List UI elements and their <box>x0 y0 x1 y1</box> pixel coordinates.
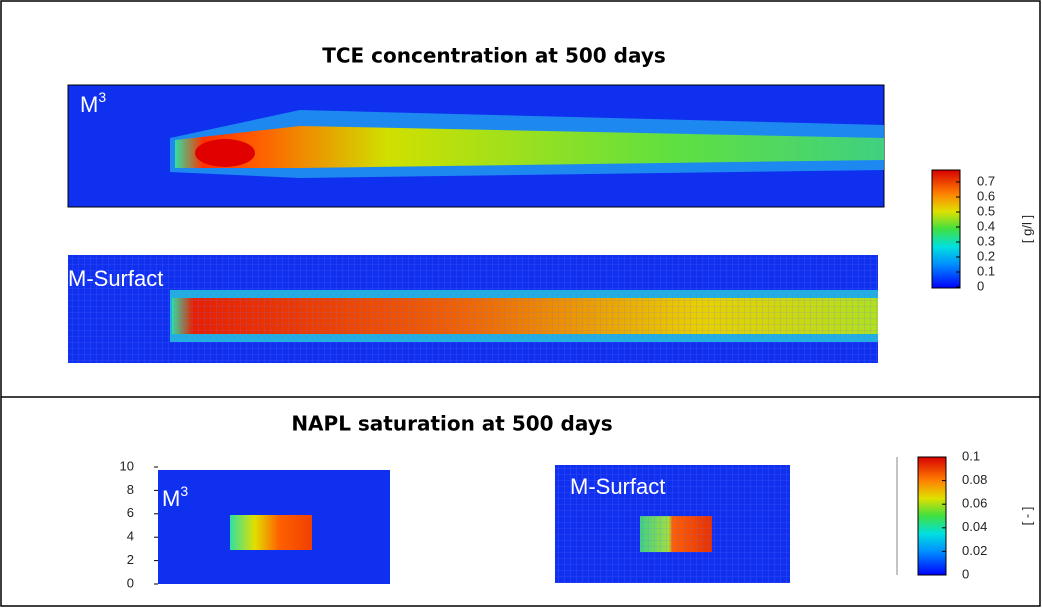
plume-core <box>195 139 255 167</box>
tick-label: 0.4 <box>977 218 995 233</box>
tick-label: 10 <box>120 458 134 473</box>
tick-label: 4 <box>127 529 134 544</box>
tick-label: 0 <box>127 575 134 590</box>
mesh <box>555 465 790 583</box>
tick-label: 0.3 <box>977 233 995 248</box>
tick-label: 0.1 <box>977 263 995 278</box>
tick-label: 0.7 <box>977 173 995 188</box>
tick-label: 0.06 <box>962 496 987 511</box>
tick-label: 0.02 <box>962 543 987 558</box>
tick-label: 0.2 <box>977 248 995 263</box>
mesh <box>68 255 878 363</box>
colorbar-unit: [ - ] <box>1019 507 1034 526</box>
tick-label: 8 <box>127 482 134 497</box>
plot-label: M-Surfact <box>570 474 665 499</box>
tick-label: 0 <box>962 566 969 581</box>
tick-label: 0.08 <box>962 472 987 487</box>
tick-label: 0.6 <box>977 188 995 203</box>
tick-label: 0.04 <box>962 519 987 534</box>
tick-label: 2 <box>127 552 134 567</box>
plume <box>175 126 884 168</box>
plot-label: M3 <box>162 483 188 511</box>
colorbar-unit: [ g/l ] <box>1019 215 1034 243</box>
tick-label: 0.1 <box>962 448 980 463</box>
panel-title: NAPL saturation at 500 days <box>291 412 612 436</box>
colorbar <box>917 456 947 576</box>
tick-label: 0.5 <box>977 203 995 218</box>
plot-label: M-Surfact <box>68 266 163 291</box>
tick-label: 6 <box>127 505 134 520</box>
napl-zone <box>230 515 312 550</box>
colorbar <box>931 169 961 289</box>
tick-label: 0 <box>977 278 984 293</box>
plot-label: M3 <box>80 89 106 117</box>
panel-title: TCE concentration at 500 days <box>322 44 666 68</box>
